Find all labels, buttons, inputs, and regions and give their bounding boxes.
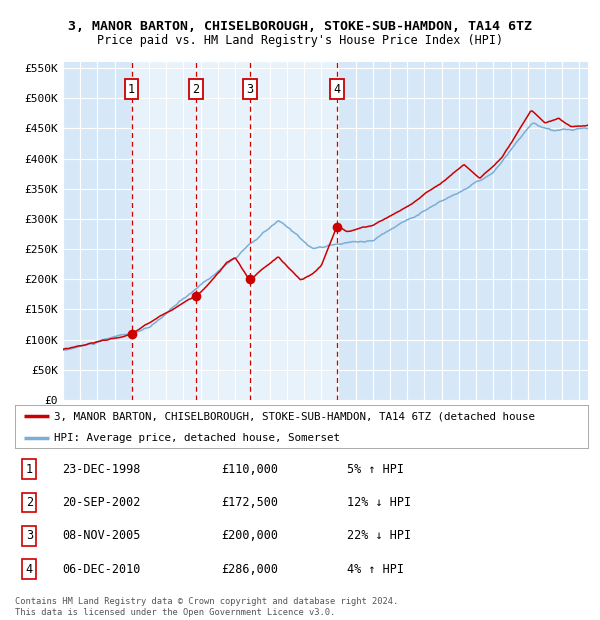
Text: 06-DEC-2010: 06-DEC-2010 (62, 563, 140, 576)
Text: £110,000: £110,000 (221, 463, 278, 476)
Bar (131, 62, 196, 400)
Text: 20-SEP-2002: 20-SEP-2002 (62, 496, 140, 509)
Text: 3, MANOR BARTON, CHISELBOROUGH, STOKE-SUB-HAMDON, TA14 6TZ (detached house: 3, MANOR BARTON, CHISELBOROUGH, STOKE-SU… (54, 411, 535, 421)
Text: 12% ↓ HPI: 12% ↓ HPI (347, 496, 412, 509)
Text: 3: 3 (26, 529, 33, 542)
Text: 2: 2 (26, 496, 33, 509)
Text: 23-DEC-1998: 23-DEC-1998 (62, 463, 140, 476)
Text: Contains HM Land Registry data © Crown copyright and database right 2024.
This d: Contains HM Land Registry data © Crown c… (15, 598, 398, 617)
Text: £200,000: £200,000 (221, 529, 278, 542)
Text: 1: 1 (128, 82, 135, 95)
Text: Price paid vs. HM Land Registry's House Price Index (HPI): Price paid vs. HM Land Registry's House … (97, 35, 503, 47)
Bar (250, 62, 337, 400)
Text: 22% ↓ HPI: 22% ↓ HPI (347, 529, 412, 542)
Text: 2: 2 (193, 82, 199, 95)
Text: 4% ↑ HPI: 4% ↑ HPI (347, 563, 404, 576)
Text: 1: 1 (26, 463, 33, 476)
Text: 08-NOV-2005: 08-NOV-2005 (62, 529, 140, 542)
Text: £286,000: £286,000 (221, 563, 278, 576)
Text: 4: 4 (334, 82, 341, 95)
Text: £172,500: £172,500 (221, 496, 278, 509)
Text: 5% ↑ HPI: 5% ↑ HPI (347, 463, 404, 476)
Text: HPI: Average price, detached house, Somerset: HPI: Average price, detached house, Some… (54, 433, 340, 443)
Text: 3, MANOR BARTON, CHISELBOROUGH, STOKE-SUB-HAMDON, TA14 6TZ: 3, MANOR BARTON, CHISELBOROUGH, STOKE-SU… (68, 20, 532, 32)
Text: 3: 3 (246, 82, 253, 95)
Bar (196, 62, 250, 400)
Text: 4: 4 (26, 563, 33, 576)
